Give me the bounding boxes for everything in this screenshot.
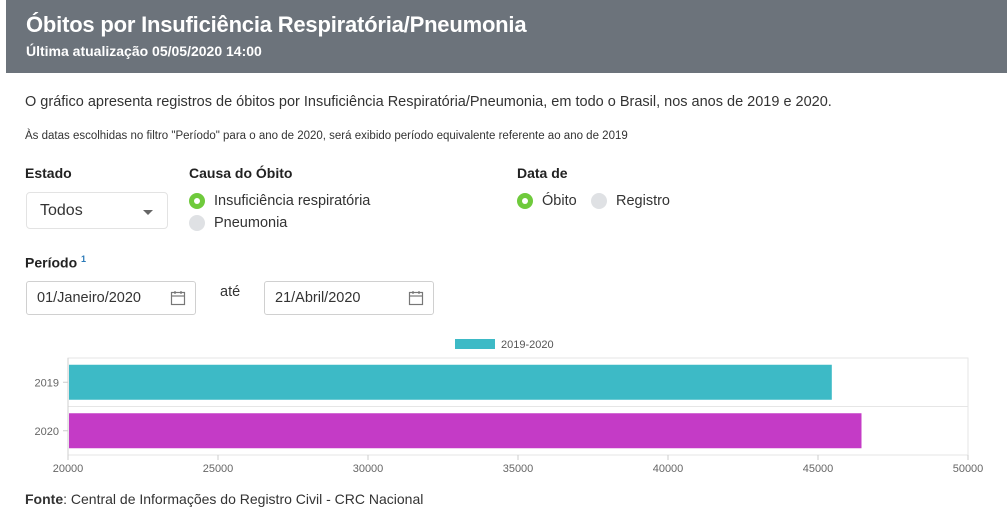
- start-date-value: 01/Janeiro/2020: [37, 290, 141, 306]
- legend-swatch: [455, 339, 495, 349]
- source-text: : Central de Informações do Registro Civ…: [63, 491, 424, 507]
- periodo-label-text: Período: [25, 254, 78, 271]
- x-tick-label: 20000: [53, 463, 84, 475]
- causa-label: Causa do Óbito: [189, 165, 293, 181]
- page-header: Óbitos por Insuficiência Respiratória/Pn…: [6, 0, 1007, 73]
- bar-2020: [69, 413, 862, 449]
- radio-insuficiencia[interactable]: Insuficiência respiratória: [189, 193, 370, 209]
- start-date-input[interactable]: 01/Janeiro/2020: [26, 281, 196, 315]
- radio-registro[interactable]: Registro: [591, 193, 670, 209]
- y-tick-label: 2019: [35, 377, 59, 389]
- period-note: Às datas escolhidas no filtro "Período" …: [25, 130, 628, 142]
- x-tick-label: 30000: [353, 463, 384, 475]
- x-tick-label: 40000: [653, 463, 684, 475]
- chevron-down-icon: [143, 210, 153, 215]
- end-date-value: 21/Abril/2020: [275, 290, 361, 306]
- radio-label: Registro: [616, 193, 670, 209]
- radio-pneumonia[interactable]: Pneumonia: [189, 215, 287, 231]
- radio-unchecked-icon: [189, 215, 205, 231]
- estado-select[interactable]: Todos: [26, 192, 168, 229]
- period-separator: até: [220, 284, 241, 300]
- periodo-label: Período 1: [25, 254, 86, 271]
- radio-unchecked-icon: [591, 193, 607, 209]
- radio-checked-icon: [189, 193, 205, 209]
- page-title: Óbitos por Insuficiência Respiratória/Pn…: [26, 12, 527, 37]
- x-tick-label: 45000: [803, 463, 834, 475]
- radio-label: Óbito: [542, 193, 577, 209]
- x-tick-label: 25000: [203, 463, 234, 475]
- last-updated: Última atualização 05/05/2020 14:00: [26, 43, 262, 59]
- deaths-bar-chart: 2019-2020 20000 25000 30000 35000 40000 45000 5…: [35, 339, 984, 475]
- source-label: Fonte: [25, 491, 64, 507]
- calendar-icon[interactable]: [170, 290, 186, 306]
- data-de-label: Data de: [517, 165, 568, 181]
- x-tick-label: 50000: [953, 463, 984, 475]
- end-date-input[interactable]: 21/Abril/2020: [264, 281, 434, 315]
- radio-checked-icon: [517, 193, 533, 209]
- radio-label: Pneumonia: [214, 215, 288, 231]
- estado-value: Todos: [40, 202, 83, 219]
- calendar-icon[interactable]: [408, 290, 424, 306]
- x-tick-label: 35000: [503, 463, 534, 475]
- bar-2019: [69, 364, 832, 400]
- y-tick-label: 2020: [35, 426, 59, 438]
- source-footer: Fonte: Central de Informações do Registr…: [25, 491, 423, 507]
- legend-label: 2019-2020: [501, 339, 554, 351]
- estado-label: Estado: [25, 165, 72, 181]
- periodo-footnote: 1: [81, 254, 87, 264]
- chart-description: O gráfico apresenta registros de óbitos …: [25, 94, 832, 110]
- radio-label: Insuficiência respiratória: [214, 193, 371, 209]
- radio-obito[interactable]: Óbito: [517, 193, 577, 209]
